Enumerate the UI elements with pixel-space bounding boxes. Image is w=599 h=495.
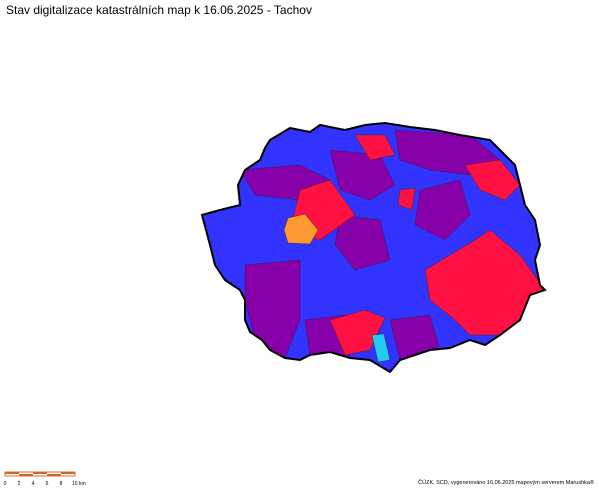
scale-segment (5, 472, 19, 474)
scale-label: 0 (4, 481, 7, 487)
scale-label: 2 (18, 481, 21, 487)
region-red (464, 159, 521, 201)
district-map (202, 123, 545, 372)
scale-segment (61, 472, 75, 474)
region-cyan (371, 333, 391, 363)
scale-segment (19, 474, 33, 476)
scale-segment (33, 472, 47, 474)
region-red (329, 309, 386, 356)
scale-bar: 0 2 4 6 8 10 km (4, 471, 86, 487)
region-orange (283, 213, 319, 245)
scale-label: 4 (32, 481, 35, 487)
region-purple (414, 179, 471, 241)
region-red (397, 187, 416, 211)
scale-label: 6 (46, 481, 49, 487)
region-purple (334, 214, 391, 271)
credit: ČÚZK, SCD, vygenerováno 16.06.2025 mapov… (418, 479, 594, 486)
region-red (354, 134, 396, 161)
scale-label: 10 km (72, 481, 86, 487)
map-title: Stav digitalizace katastrálních map k 16… (6, 3, 312, 17)
scale-segment (47, 474, 61, 476)
scale-label: 8 (60, 481, 63, 487)
